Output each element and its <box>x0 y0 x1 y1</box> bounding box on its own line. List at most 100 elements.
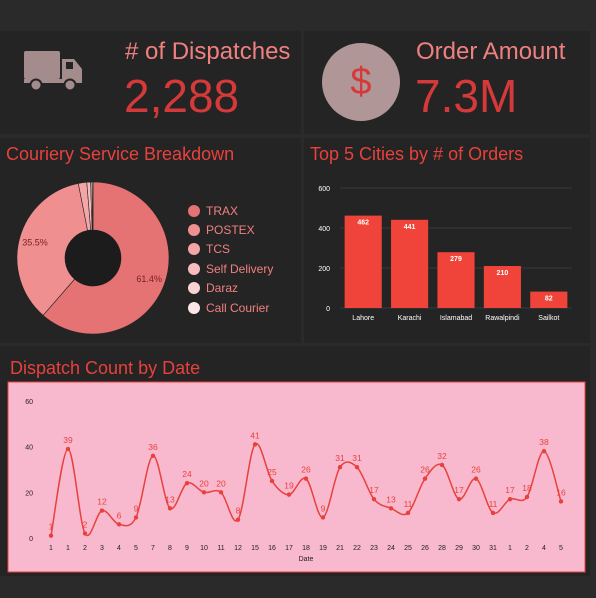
data-point[interactable] <box>184 481 190 486</box>
data-point[interactable] <box>201 490 207 495</box>
data-point[interactable] <box>456 496 462 502</box>
data-point[interactable] <box>269 478 275 484</box>
data-point[interactable] <box>235 517 241 522</box>
x-tick-label: 23 <box>370 545 378 552</box>
data-point[interactable] <box>337 465 343 470</box>
data-point[interactable] <box>558 499 564 504</box>
y-tick-label: 600 <box>318 186 330 193</box>
data-point[interactable] <box>405 510 411 516</box>
donut-slice[interactable] <box>42 181 170 335</box>
data-point[interactable] <box>303 476 309 481</box>
point-data-label: 12 <box>97 497 107 507</box>
data-point[interactable] <box>320 515 326 520</box>
point-data-label: 6 <box>117 510 122 520</box>
data-point[interactable] <box>541 449 547 454</box>
x-tick-label: 1 <box>66 545 70 552</box>
data-point[interactable] <box>286 492 292 497</box>
y-tick-label: 400 <box>318 226 330 233</box>
legend-item[interactable]: Daraz <box>188 279 273 298</box>
dollar-symbol: $ <box>350 60 372 103</box>
donut-hole <box>65 230 121 286</box>
legend-item[interactable]: Self Delivery <box>188 259 273 278</box>
data-point[interactable] <box>82 531 88 536</box>
data-point[interactable] <box>439 462 445 468</box>
legend-label: TRAX <box>206 203 239 218</box>
point-data-label: 36 <box>148 442 158 452</box>
x-tick-label: 2 <box>83 545 87 552</box>
data-point[interactable] <box>371 496 377 502</box>
bar[interactable] <box>483 266 521 308</box>
point-data-label: 16 <box>556 487 566 497</box>
point-data-label: 20 <box>199 478 209 488</box>
kpi-dispatches-card: # of Dispatches 2,288 <box>0 31 301 134</box>
point-data-label: 31 <box>335 453 345 463</box>
data-point[interactable] <box>252 442 258 447</box>
point-data-label: 24 <box>182 469 192 479</box>
point-data-label: 38 <box>539 437 549 447</box>
data-point[interactable] <box>116 522 122 527</box>
bar[interactable] <box>437 252 475 308</box>
x-tick-label: Sailkot <box>538 315 559 322</box>
legend-swatch <box>188 224 200 237</box>
data-point[interactable] <box>524 494 530 500</box>
bar-data-label: 441 <box>404 224 416 231</box>
data-point[interactable] <box>150 453 156 458</box>
truck-icon <box>24 51 82 92</box>
courier-legend: TRAX POSTEX TCS Self Delivery Daraz Call… <box>188 201 273 317</box>
x-tick-label: 26 <box>421 545 429 552</box>
data-point[interactable] <box>167 506 173 511</box>
legend-swatch <box>188 204 200 217</box>
legend-label: Self Delivery <box>206 261 274 276</box>
dispatch-line-chart: 0204060113912212364953671382492010201181… <box>7 381 586 573</box>
data-point[interactable] <box>99 508 105 513</box>
y-tick-label: 60 <box>25 399 33 406</box>
data-point[interactable] <box>422 476 428 481</box>
legend-item[interactable]: TRAX <box>188 201 273 220</box>
legend-item[interactable]: TCS <box>188 240 273 259</box>
top-cities-title: Top 5 Cities by # of Orders <box>310 144 524 164</box>
point-data-label: 26 <box>471 465 481 475</box>
data-point[interactable] <box>218 490 224 495</box>
data-point[interactable] <box>490 510 496 516</box>
data-point[interactable] <box>507 496 513 502</box>
x-tick-label: Islamabad <box>440 315 472 322</box>
data-point[interactable] <box>133 515 139 520</box>
point-data-label: 26 <box>301 465 311 475</box>
data-point[interactable] <box>354 465 360 470</box>
bar-data-label: 279 <box>450 256 462 263</box>
kpi-amount-value: 7.3M <box>415 70 518 122</box>
x-tick-label: 2 <box>525 545 529 552</box>
x-tick-label: 19 <box>319 545 327 552</box>
data-point[interactable] <box>48 533 54 538</box>
x-tick-label: Lahore <box>352 315 374 322</box>
point-data-label: 41 <box>250 430 260 440</box>
point-data-label: 20 <box>216 478 226 488</box>
point-data-label: 13 <box>165 494 175 504</box>
bar[interactable] <box>391 219 429 308</box>
data-point[interactable] <box>65 446 71 452</box>
legend-item[interactable]: Call Courier <box>188 298 273 317</box>
legend-label: Call Courier <box>206 300 270 315</box>
point-data-label: 26 <box>420 465 430 475</box>
x-tick-label: 5 <box>134 545 138 552</box>
donut-slice-label: 35.5% <box>22 238 48 248</box>
point-data-label: 1 <box>49 522 54 532</box>
courier-breakdown-panel: Couriery Service Breakdown 61.4% 35.5% TR… <box>0 138 301 343</box>
data-point[interactable] <box>473 476 479 481</box>
point-data-label: 2 <box>83 519 88 529</box>
bar-data-label: 82 <box>545 296 553 303</box>
legend-item[interactable]: POSTEX <box>188 220 273 239</box>
x-tick-label: 25 <box>404 545 412 552</box>
legend-label: Daraz <box>206 281 239 296</box>
point-data-label: 25 <box>267 467 277 477</box>
x-tick-label: 18 <box>302 545 310 552</box>
y-tick-label: 40 <box>25 445 33 452</box>
point-data-label: 18 <box>522 483 532 493</box>
point-data-label: 17 <box>454 485 464 495</box>
x-tick-label: 10 <box>200 545 208 552</box>
bar[interactable] <box>530 291 568 308</box>
point-data-label: 13 <box>386 494 396 504</box>
bar[interactable] <box>344 215 382 308</box>
data-point[interactable] <box>388 506 394 511</box>
kpi-amount-title: Order Amount <box>416 38 566 65</box>
